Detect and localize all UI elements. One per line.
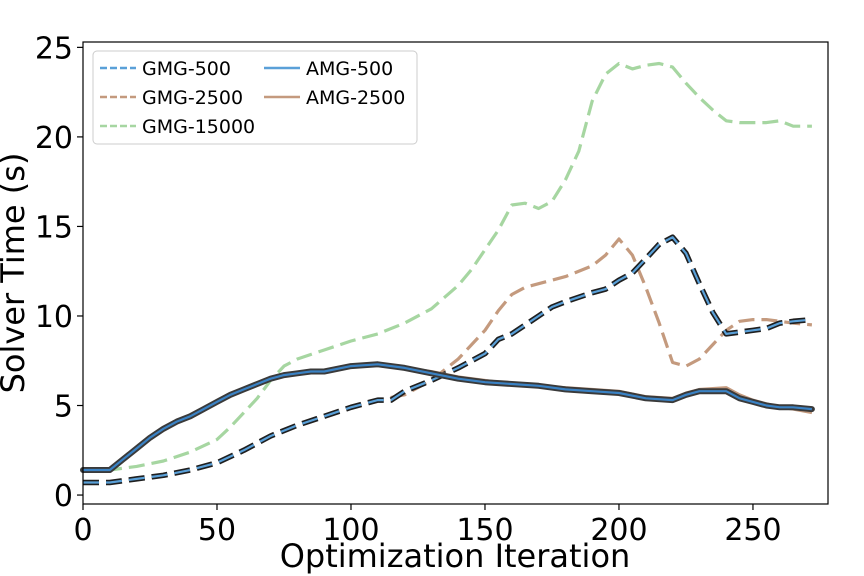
y-tick-label: 10 <box>35 300 73 335</box>
y-tick-label: 25 <box>35 31 73 66</box>
legend-label: AMG-2500 <box>306 87 405 109</box>
legend-entry-gmg-2500: GMG-2500 <box>100 87 243 109</box>
y-tick-label: 20 <box>35 121 73 156</box>
x-tick-label: 150 <box>456 513 513 548</box>
legend-entry-amg-500: AMG-500 <box>264 58 393 80</box>
x-tick-label: 200 <box>590 513 647 548</box>
y-axis-label: Solver Time (s) <box>0 153 32 394</box>
x-axis-label: Optimization Iteration <box>280 537 631 575</box>
legend: GMG-500 AMG-500 GMG-2500 AMG-2500 GMG-15000 <box>92 50 418 145</box>
legend-label: AMG-500 <box>306 58 393 80</box>
series-line-amg-500 <box>83 363 813 472</box>
x-tick-label: 50 <box>198 513 236 548</box>
legend-entry-gmg-500: GMG-500 <box>100 58 231 80</box>
ticks-layer: 0 50 100 150 200 250 0 5 10 15 20 25 <box>35 31 782 548</box>
series-layer <box>80 61 815 486</box>
legend-label: GMG-500 <box>142 58 231 80</box>
series-line-gmg-15000 <box>83 61 812 472</box>
x-tick-label: 100 <box>322 513 379 548</box>
series-gmg-15000 <box>83 61 812 472</box>
legend-box <box>92 50 418 145</box>
legend-label: GMG-2500 <box>142 87 243 109</box>
y-tick-label: 0 <box>54 479 73 514</box>
series-amg-500 <box>80 361 815 473</box>
y-tick-label: 15 <box>35 210 73 245</box>
legend-entry-gmg-15000: GMG-15000 <box>100 116 255 138</box>
plot-frame <box>82 41 829 505</box>
series-gmg-500 <box>83 234 813 486</box>
x-tick-label: 250 <box>724 513 781 548</box>
legend-entry-amg-2500: AMG-2500 <box>264 87 405 109</box>
x-tick-label: 0 <box>73 513 92 548</box>
legend-label: GMG-15000 <box>142 116 255 138</box>
y-tick-label: 5 <box>54 390 73 425</box>
series-line-gmg-500 <box>83 236 812 484</box>
